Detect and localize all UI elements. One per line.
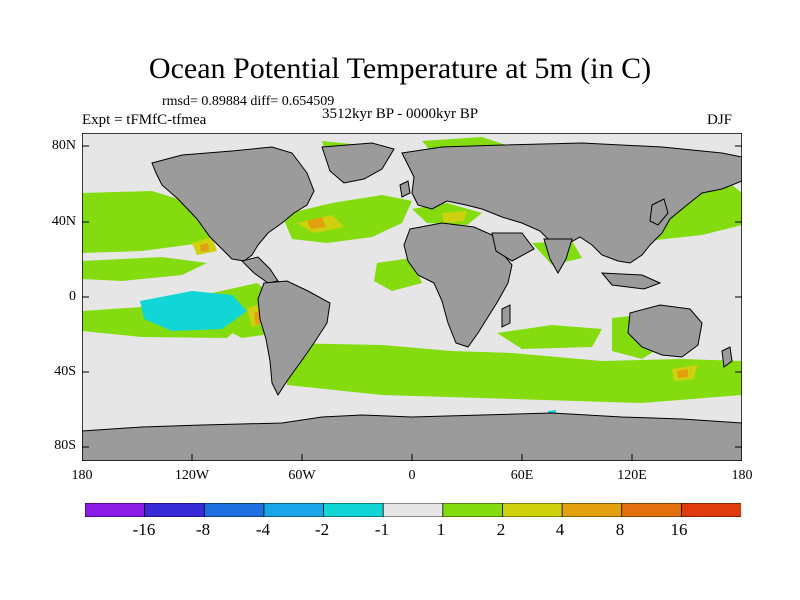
colorbar <box>85 503 741 517</box>
land-central-america <box>241 256 279 284</box>
land-australia <box>627 304 703 358</box>
colorbar-swatch <box>144 503 206 517</box>
land-new-zealand <box>721 346 733 368</box>
land-north-america <box>151 146 315 262</box>
lon-tick-label: 60W <box>288 468 316 483</box>
colorbar-label: -2 <box>314 520 330 539</box>
colorbar-label: -8 <box>195 520 211 539</box>
colorbar-swatch <box>621 503 683 517</box>
land-south-america <box>257 280 331 397</box>
lon-tick-label: 120E <box>617 468 647 483</box>
colorbar-label: 2 <box>496 520 506 539</box>
lat-tick-label: 80S <box>54 438 76 453</box>
colorbar-swatch <box>382 503 444 517</box>
colorbar-label: 1 <box>436 520 446 539</box>
colorbar-swatch <box>323 503 385 517</box>
axis-ticks <box>82 145 742 461</box>
map-plot <box>82 133 742 461</box>
colorbar-label: 4 <box>555 520 565 539</box>
colorbar-swatch <box>442 503 504 517</box>
colorbar-label: -16 <box>132 520 156 539</box>
map-title: Ocean Potential Temperature at 5m (in C) <box>148 52 652 85</box>
lon-tick-label: 180 <box>731 468 753 483</box>
colorbar-label: -1 <box>374 520 390 539</box>
land-uk <box>399 180 411 198</box>
stats-line: rmsd= 0.89884 diff= 0.654509 <box>162 94 335 109</box>
period-label: 3512kyr BP - 0000kyr BP <box>322 106 479 122</box>
land-eurasia <box>401 142 742 264</box>
land-japan <box>649 198 669 226</box>
colorbar-swatch <box>561 503 623 517</box>
lat-tick-label: 40N <box>51 214 76 229</box>
lon-tick-label: 180 <box>71 468 93 483</box>
colorbar-swatch <box>203 503 265 517</box>
colorbar-swatch <box>263 503 325 517</box>
land-greenland <box>321 142 395 184</box>
lat-tick-label: 80N <box>51 138 76 153</box>
colorbar-label: -4 <box>255 520 271 539</box>
land-indonesia <box>600 272 662 290</box>
lat-tick-label: 0 <box>69 289 76 304</box>
lon-tick-label: 60E <box>510 468 534 483</box>
lat-tick-label: 40S <box>54 364 76 379</box>
land-arabia <box>491 232 535 262</box>
land-antarctica <box>82 412 742 461</box>
colorbar-label: 16 <box>670 520 688 539</box>
colorbar-label: 8 <box>615 520 625 539</box>
land-india <box>543 238 573 275</box>
colorbar-swatch <box>680 503 741 517</box>
experiment-label: Expt = tFMfC-tfmea <box>82 112 207 128</box>
colorbar-swatch <box>502 503 563 517</box>
land-masses <box>82 142 742 461</box>
lon-tick-label: 120W <box>174 468 210 483</box>
colorbar-swatch <box>85 503 146 517</box>
lon-tick-label: 0 <box>408 468 416 483</box>
land-madagascar <box>501 304 511 328</box>
season-label: DJF <box>707 112 733 128</box>
